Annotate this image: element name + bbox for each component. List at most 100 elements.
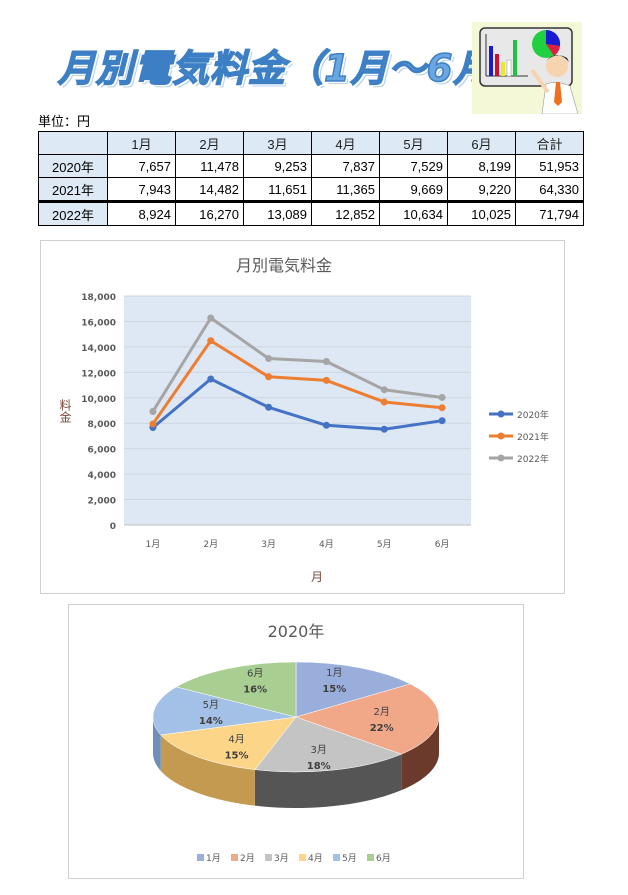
data-point (265, 403, 273, 411)
x-axis-label: 月 (311, 570, 323, 584)
row-year: 2022年 (38, 201, 108, 226)
data-point (265, 354, 273, 362)
header-may: 5月 (379, 131, 448, 155)
pie-slice-3月 (254, 716, 402, 773)
legend-label: 6月 (376, 853, 391, 864)
pie-chart: 2020年 1月 15% 2月 22% 3月 18% 4月 15% 5月 14% 6月 16% 1月 2月… (68, 604, 524, 879)
pie-label-month: 3月 (311, 744, 327, 756)
cell: 7,943 (107, 177, 176, 202)
cell: 9,220 (447, 177, 516, 202)
pie-slice-5月 (152, 686, 297, 736)
y-tick-label: 12,000 (81, 369, 116, 379)
page-title: 月別電気料金（1月～6月） (57, 46, 530, 91)
cell: 9,669 (379, 177, 448, 202)
y-axis-label: 料金 (58, 399, 72, 423)
header-corner (38, 131, 108, 155)
cell: 9,253 (243, 154, 312, 178)
pie-label-percent: 14% (199, 716, 223, 727)
legend-swatch (231, 854, 238, 861)
line-chart: 月別電気料金 月 料金 0 2,000 4,000 6,000 8,000 10,000 1… (40, 240, 565, 594)
data-point (149, 407, 157, 415)
x-tick-label: 2月 (203, 539, 218, 550)
header-feb: 2月 (175, 131, 244, 155)
data-point (207, 337, 215, 345)
legend-label: 2021年 (517, 431, 549, 443)
cell: 14,482 (175, 177, 244, 202)
header-total: 合計 (515, 131, 584, 155)
table-row: 2022年 8,924 16,270 13,089 12,852 10,634 … (38, 201, 584, 226)
pie-label-month: 1月 (326, 667, 342, 679)
data-point (438, 404, 446, 412)
legend-label: 2月 (240, 853, 255, 864)
legend-label: 1月 (206, 853, 221, 864)
y-tick-label: 0 (110, 522, 116, 532)
pie-label-percent: 22% (370, 723, 394, 734)
cell: 7,529 (379, 154, 448, 178)
data-point (322, 376, 330, 384)
series-line-2021年 (151, 339, 443, 425)
pie-label-percent: 15% (225, 751, 249, 762)
pie-slice-1月 (295, 661, 411, 718)
pie-slice-2月 (295, 683, 440, 755)
data-point (149, 420, 157, 428)
legend-swatch (265, 854, 272, 861)
cell: 12,852 (311, 201, 380, 226)
y-tick-label: 18,000 (81, 293, 116, 303)
legend-marker (497, 410, 505, 418)
cell: 11,365 (311, 177, 380, 202)
table-header-row: 1月 2月 3月 4月 5月 6月 合計 (38, 131, 584, 155)
line-chart-title: 月別電気料金 (236, 256, 332, 275)
table-row: 2020年 7,657 11,478 9,253 7,837 7,529 8,1… (38, 154, 584, 178)
pie-chart-title: 2020年 (268, 622, 325, 641)
pie-label-month: 4月 (228, 734, 244, 746)
legend-label: 2020年 (517, 409, 549, 421)
data-point (380, 398, 388, 406)
data-point (322, 421, 330, 429)
table-row: 2021年 7,943 14,482 11,651 11,365 9,669 9… (38, 177, 584, 202)
pie-slice-4月 (160, 716, 297, 770)
x-tick-label: 3月 (261, 539, 276, 550)
x-tick-label: 6月 (435, 539, 450, 550)
data-point (207, 314, 215, 322)
presenter-clipart-icon (472, 22, 582, 114)
cell-total: 51,953 (515, 154, 584, 178)
cell: 11,651 (243, 177, 312, 202)
data-point (207, 375, 215, 383)
cell: 8,924 (107, 201, 176, 226)
legend-swatch (299, 854, 306, 861)
legend-swatch (197, 854, 204, 861)
data-point (380, 425, 388, 433)
header-mar: 3月 (243, 131, 312, 155)
y-tick-label: 14,000 (81, 344, 116, 354)
data-point (438, 393, 446, 401)
legend-label: 3月 (274, 853, 289, 864)
cell-total: 71,794 (515, 201, 584, 226)
header-jun: 6月 (447, 131, 516, 155)
y-tick-label: 8,000 (88, 420, 116, 430)
y-tick-label: 6,000 (88, 446, 116, 456)
electricity-table: 1月 2月 3月 4月 5月 6月 合計 2020年 7,657 11,478 … (38, 131, 584, 226)
cell: 10,634 (379, 201, 448, 226)
legend-label: 2022年 (517, 453, 549, 465)
legend-marker (497, 432, 505, 440)
cell: 8,199 (447, 154, 516, 178)
x-tick-label: 4月 (319, 539, 334, 550)
cell: 10,025 (447, 201, 516, 226)
legend-label: 4月 (308, 853, 323, 864)
legend-label: 5月 (342, 853, 357, 864)
pie-label-month: 2月 (374, 706, 390, 718)
pie-label-percent: 16% (243, 685, 267, 696)
data-point (380, 386, 388, 394)
header-apr: 4月 (311, 131, 380, 155)
pie-label-percent: 18% (307, 761, 331, 772)
legend-marker (497, 454, 505, 462)
pie-chart-svg: 2020年 1月 15% 2月 22% 3月 18% 4月 15% 5月 14% 6月 16% 1月 2月… (152, 622, 440, 864)
cell: 16,270 (175, 201, 244, 226)
data-point (265, 373, 273, 381)
pie-slice-6月 (175, 661, 297, 718)
y-tick-label: 10,000 (81, 395, 116, 405)
cell: 13,089 (243, 201, 312, 226)
x-tick-label: 1月 (146, 539, 161, 550)
pie-label-percent: 15% (322, 684, 346, 695)
row-year: 2020年 (38, 154, 108, 178)
